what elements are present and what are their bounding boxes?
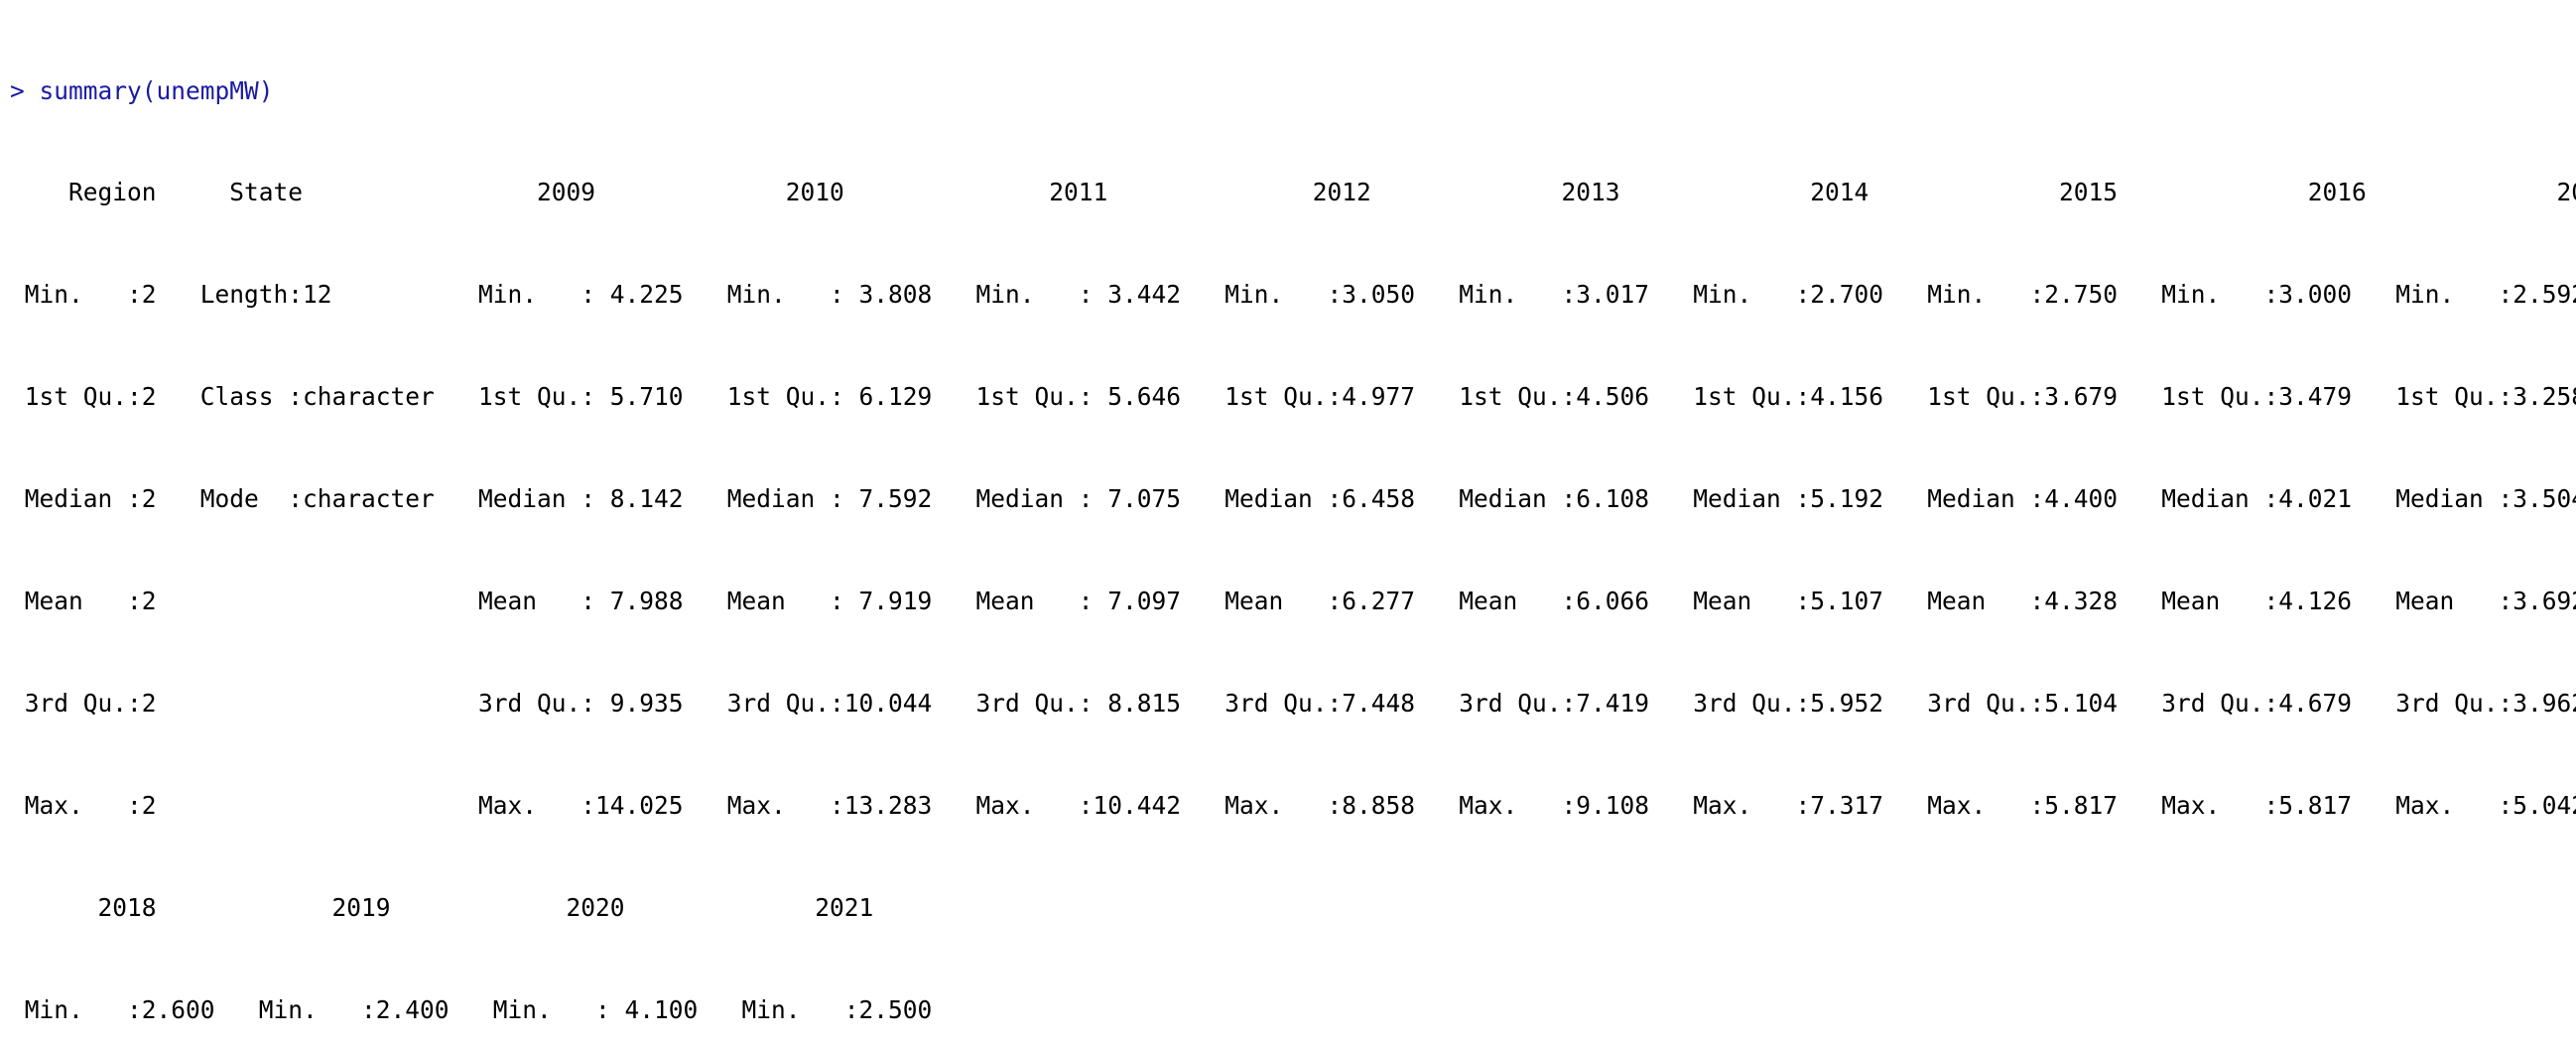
output-line-median-1: Median :2 Mode :character Median : 8.142… [10,484,2576,514]
console-prompt: > [10,75,25,105]
output-line-max-1: Max. :2 Max. :14.025 Max. :13.283 Max. :… [10,790,2576,820]
output-line-header-1: Region State 2009 2010 2011 2012 2013 20… [10,178,2576,207]
output-line-q3-1: 3rd Qu.:2 3rd Qu.: 9.935 3rd Qu.:10.044 … [10,688,2576,718]
output-line-header-2: 2018 2019 2020 2021 [10,892,962,922]
output-line-mean-1: Mean :2 Mean : 7.988 Mean : 7.919 Mean :… [10,587,2576,616]
output-line-min-2: Min. :2.600 Min. :2.400 Min. : 4.100 Min… [10,994,962,1024]
output-line-q1-1: 1st Qu.:2 Class :character 1st Qu.: 5.71… [10,382,2576,412]
r-console[interactable]: > summary(unempMW) Region State 2009 201… [10,6,2576,1024]
command-text: summary(unempMW) [39,75,274,105]
output-line-min-1: Min. :2 Length:12 Min. : 4.225 Min. : 3.… [10,280,2576,310]
command-line: > summary(unempMW) [10,74,2570,108]
